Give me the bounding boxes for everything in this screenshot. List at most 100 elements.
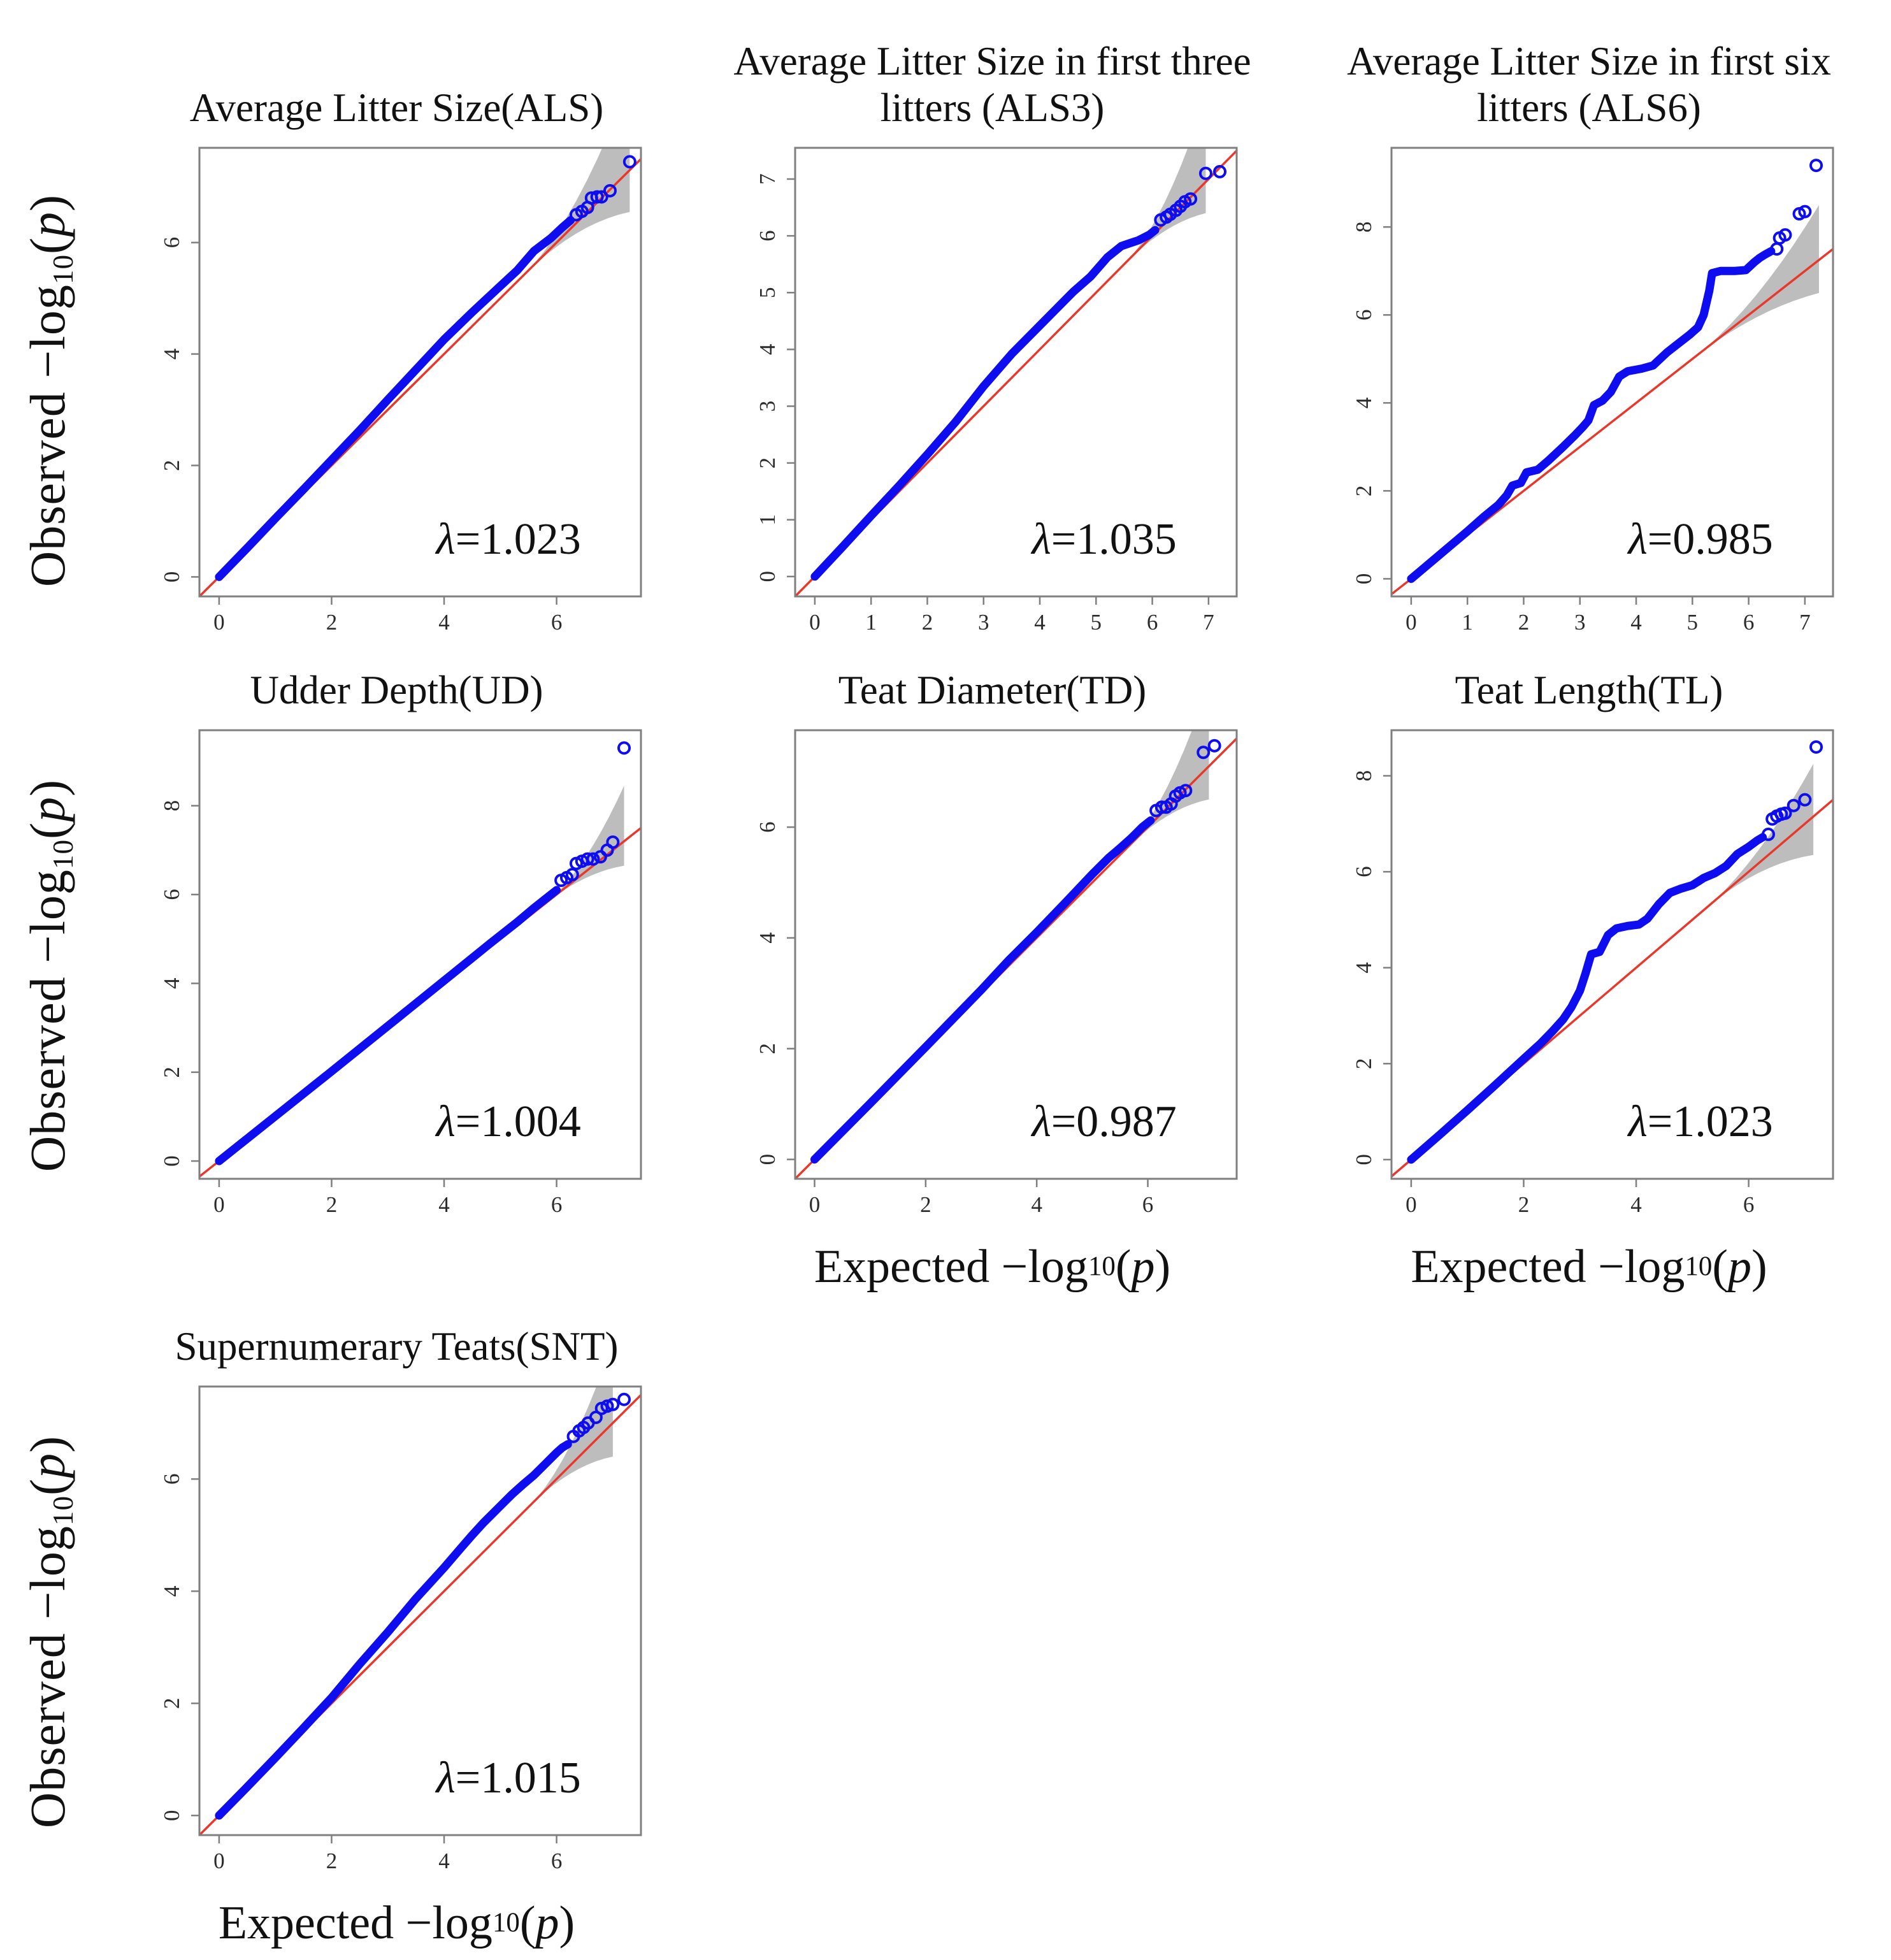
qq-panel-als: Average Litter Size(ALS) 0 2 4 6 0 2 4 6 λ=1.023 [96,0,698,647]
qq-canvas-als: 0 2 4 6 0 2 4 6 λ=1.023 [159,147,642,635]
svg-text:6: 6 [1142,1192,1153,1217]
label-subscript: 10 [47,839,79,870]
label-paren-close: ) [20,1435,76,1453]
svg-text:0: 0 [213,610,225,635]
panel-title-als6: Average Litter Size in first six litters… [1347,38,1831,130]
svg-text:2: 2 [1351,1058,1376,1070]
label-paren-open: ( [20,821,76,839]
label-text: Expected −log [1411,1240,1685,1293]
x-axis-label-td: Expected −log 10(p) [814,1240,1171,1293]
qq-panel-als3: Average Litter Size in first three litte… [698,0,1287,647]
label-text: Expected −log [218,1896,493,1949]
label-paren-close: ) [20,779,76,796]
qq-canvas-als6: 0 1 2 3 4 5 6 7 0 2 4 6 8 λ=0.985 [1351,147,1834,635]
svg-text:0: 0 [159,572,184,583]
svg-text:0: 0 [1406,610,1417,635]
svg-text:λ=1.023: λ=1.023 [1627,1097,1772,1146]
svg-text:1: 1 [755,514,780,526]
qq-canvas-snt: 0 2 4 6 0 2 4 6 λ=1.015 [159,1385,642,1873]
svg-text:6: 6 [550,1848,562,1873]
svg-text:8: 8 [1351,221,1376,233]
label-paren-close: ) [20,194,76,212]
qq-panel-als6: Average Litter Size in first six litters… [1287,0,1891,647]
svg-text:4: 4 [1034,610,1046,635]
svg-text:4: 4 [438,1848,450,1873]
svg-text:7: 7 [755,173,780,185]
svg-text:2: 2 [326,1848,337,1873]
svg-text:4: 4 [159,1585,184,1597]
svg-text:6: 6 [1146,610,1158,635]
qq-canvas-td: 0 2 4 6 0 2 4 6 λ=0.987 [755,729,1237,1217]
svg-text:5: 5 [755,287,780,298]
qq-panel-td: Teat Diameter(TD) 0 2 4 6 0 2 4 6 λ=0.987 Expect… [698,647,1287,1304]
qq-panel-ud: Udder Depth(UD) 0 2 4 6 0 2 4 6 8 λ=1.004 [96,647,698,1304]
svg-text:2: 2 [159,1067,184,1078]
svg-text:6: 6 [1743,610,1755,635]
y-axis-label-row3: Observed −log10(p) [0,1304,96,1960]
svg-text:0: 0 [1406,1192,1417,1217]
svg-text:λ=1.004: λ=1.004 [435,1097,580,1146]
svg-text:2: 2 [159,460,184,472]
svg-text:6: 6 [550,1192,562,1217]
svg-text:λ=1.015: λ=1.015 [435,1754,580,1803]
svg-text:5: 5 [1090,610,1102,635]
svg-text:8: 8 [159,800,184,812]
qq-panel-tl: Teat Length(TL) 0 2 4 6 0 2 4 6 8 λ=1.023 Expecte… [1287,647,1891,1304]
svg-text:0: 0 [159,1810,184,1821]
svg-text:4: 4 [755,344,780,356]
y-axis-label-row1: Observed −log10(p) [0,0,96,647]
qq-canvas-als3: 0 1 2 3 4 5 6 7 0 1 2 3 4 5 6 7 λ=1.035 [755,147,1237,635]
label-variable-p: p [20,211,76,237]
svg-text:6: 6 [755,230,780,241]
label-variable-p: p [535,1896,559,1949]
svg-text:λ=0.985: λ=0.985 [1627,515,1772,564]
svg-text:7: 7 [1203,610,1214,635]
svg-text:3: 3 [755,401,780,412]
svg-text:2: 2 [755,1043,780,1055]
svg-text:2: 2 [921,610,933,635]
svg-text:0: 0 [159,1155,184,1167]
label-paren-close: ) [1154,1240,1171,1293]
panel-title-als3: Average Litter Size in first three litte… [733,38,1251,130]
svg-text:4: 4 [159,349,184,360]
label-subscript: 10 [47,1495,79,1526]
svg-text:6: 6 [159,1473,184,1485]
y-axis-label-text: Observed −log10(p) [19,779,79,1172]
panel-title-snt: Supernumerary Teats(SNT) [175,1323,619,1369]
svg-text:4: 4 [1351,398,1376,409]
svg-text:2: 2 [1518,1192,1530,1217]
svg-text:6: 6 [159,889,184,900]
label-paren-open: ( [20,1478,76,1495]
label-variable-p: p [20,1452,76,1478]
svg-text:4: 4 [755,932,780,944]
label-paren-open: ( [1712,1240,1728,1293]
panel-title-td: Teat Diameter(TD) [838,667,1147,712]
label-text: Observed −log [20,869,76,1172]
svg-text:4: 4 [1630,610,1642,635]
label-variable-p: p [1131,1240,1155,1293]
y-axis-label-text: Observed −log10(p) [19,1435,79,1829]
svg-text:8: 8 [1351,770,1376,782]
svg-text:6: 6 [1351,310,1376,321]
svg-text:6: 6 [550,610,562,635]
svg-text:4: 4 [1630,1192,1642,1217]
svg-text:λ=1.023: λ=1.023 [435,515,580,564]
svg-text:4: 4 [438,1192,450,1217]
empty-cell [1287,1304,1891,1960]
svg-text:2: 2 [159,1697,184,1709]
svg-text:1: 1 [865,610,877,635]
label-text: Observed −log [20,284,76,587]
label-paren-open: ( [1115,1240,1132,1293]
label-text: Observed −log [20,1525,76,1829]
svg-text:6: 6 [1351,866,1376,877]
panel-title-tl: Teat Length(TL) [1455,667,1723,712]
svg-text:0: 0 [809,1192,820,1217]
svg-text:1: 1 [1462,610,1473,635]
svg-text:2: 2 [1351,486,1376,497]
svg-text:0: 0 [755,1154,780,1165]
y-axis-label-row2: Observed −log10(p) [0,647,96,1304]
svg-text:0: 0 [809,610,821,635]
qq-canvas-ud: 0 2 4 6 0 2 4 6 8 λ=1.004 [159,729,642,1217]
svg-text:4: 4 [438,610,450,635]
